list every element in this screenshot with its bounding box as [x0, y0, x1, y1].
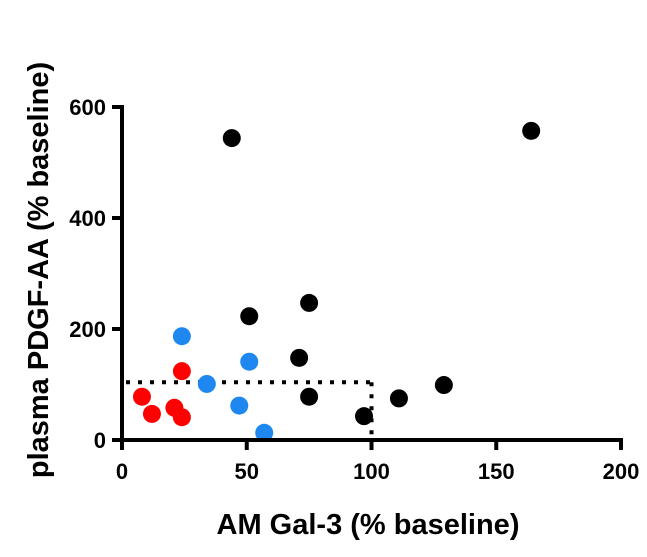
data-point-red — [132, 387, 151, 406]
data-point-black — [300, 387, 319, 406]
y-tick-label: 200 — [69, 317, 106, 342]
y-tick-label: 600 — [69, 95, 106, 120]
data-point-black — [222, 129, 241, 148]
x-axis-title: AM Gal-3 (% baseline) — [217, 509, 520, 541]
x-tick-label: 50 — [235, 459, 259, 484]
data-point-red — [172, 408, 191, 427]
data-points — [132, 121, 541, 442]
data-point-blue — [230, 396, 249, 415]
data-point-blue — [255, 423, 274, 442]
y-axis-ticks: 0 200 400 600 — [69, 95, 122, 453]
data-point-blue — [240, 352, 259, 371]
data-point-black — [290, 348, 309, 367]
reference-lines — [126, 380, 374, 440]
x-axis-ticks: 0 50 100 150 200 — [116, 440, 639, 484]
data-point-red — [172, 362, 191, 381]
x-tick-label: 100 — [353, 459, 390, 484]
data-point-black — [355, 407, 374, 426]
data-point-black — [389, 389, 408, 408]
data-point-blue — [197, 374, 216, 393]
axes — [112, 105, 623, 450]
data-point-black — [240, 307, 259, 326]
x-tick-label: 200 — [603, 459, 640, 484]
x-tick-label: 0 — [116, 459, 128, 484]
data-point-blue — [172, 327, 191, 346]
y-tick-label: 400 — [69, 206, 106, 231]
data-point-black — [300, 293, 319, 312]
y-tick-label: 0 — [94, 428, 106, 453]
data-point-black — [522, 121, 541, 140]
data-point-red — [142, 404, 161, 423]
x-tick-label: 150 — [478, 459, 515, 484]
y-axis-title: plasma PDGF-AA (% baseline) — [23, 62, 55, 478]
data-point-black — [434, 376, 453, 395]
